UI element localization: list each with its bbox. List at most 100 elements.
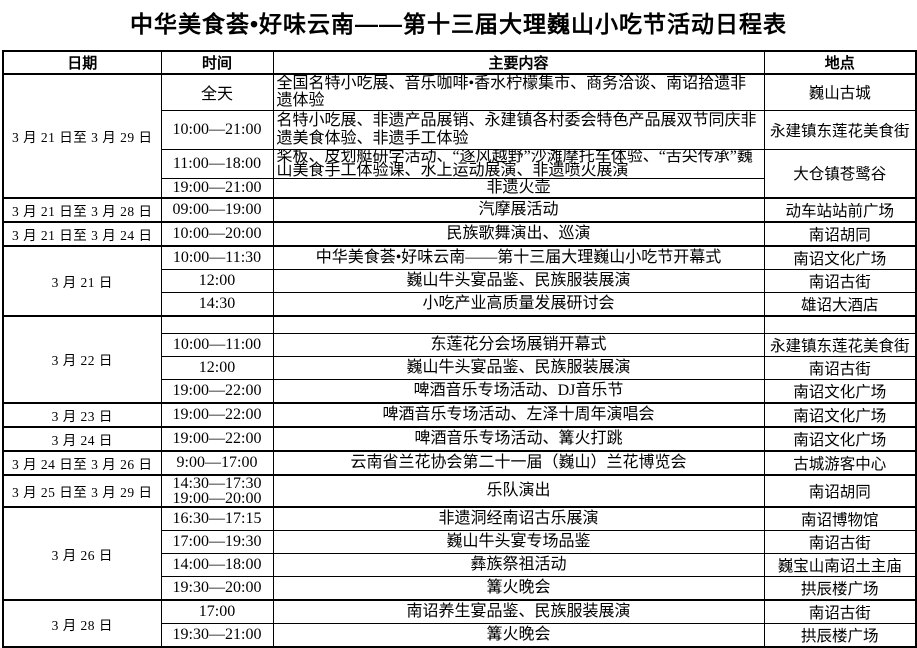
schedule-row: 3 月 26 日 16:30—17:15 非遗洞经南诏古乐展演 南诏博物馆 [2,506,917,601]
time-cell: 10:00—11:00 [160,333,274,358]
content-cell: 巍山牛头宴专场品鉴 [272,530,765,555]
schedule-row: 3 月 23 日 19:00—22:00 啤酒音乐专场活动、左泽十周年演唱会 南… [2,402,917,428]
location-cell: 南诏古街 [763,530,917,555]
time-cell: 12:00 [160,268,274,293]
time-cell: 19:00—22:00 [160,426,274,452]
time-cell: 12:00 [160,356,274,381]
time-cell: 10:00—21:00 [160,109,274,150]
location-cell: 巍宝山南诏土主庙 [763,553,917,578]
col-header-content: 主要内容 [272,50,765,75]
schedule-row: 12:00 巍山牛头宴品鉴、民族服装展演 南诏古街 [3,356,917,381]
time-cell: 16:30—17:15 [160,506,274,532]
location-cell: 雄诏大酒店 [763,291,917,317]
content-cell: 篝火晚会 [272,576,765,601]
location-cell: 南诏古街 [763,599,917,625]
time-cell: 9:00—17:00 [160,450,274,476]
location-cell: 南诏胡同 [763,474,917,508]
content-cell: 啤酒音乐专场活动、左泽十周年演唱会 [272,402,765,428]
location-cell: 永建镇东莲花美食街 [763,109,917,150]
content-cell: 民族歌舞演出、巡演 [272,220,765,247]
time-range-1: 14:30—17:30 [172,475,262,493]
time-cell: 19:00—22:00 [160,379,274,404]
content-cell: 全国名特小吃展、音乐咖啡•香水柠檬集市、商务洽谈、南诏拾遗非遗体验 [272,72,765,111]
header-row: 日期 时间 主要内容 地点 [2,50,917,75]
location-cell: 南诏博物馆 [763,506,917,532]
time-cell: 10:00—20:00 [160,220,274,247]
content-cell: 啤酒音乐专场活动、DJ音乐节 [272,379,765,404]
location-cell: 南诏文化广场 [763,244,917,270]
schedule-row: 10:00—21:00 名特小吃展、非遗产品展销、永建镇各村委会特色产品展双节同… [3,109,917,150]
schedule-row: 3 月 21 日至 3 月 24 日 10:00—20:00 民族歌舞演出、巡演… [2,220,917,247]
content-cell: 桨板、皮划艇研学活动、“逐风越野”沙滩摩托车体验、“舌尖传承”巍山美食手工体验课… [272,148,765,179]
location-cell: 拱辰楼广场 [763,576,917,601]
content-cell: 汽摩展活动 [272,196,765,223]
date-cell: 3 月 21 日至 3 月 28 日 [2,196,162,223]
schedule-row: 3 月 28 日 17:00 南诏养生宴品鉴、民族服装展演 南诏古街 [2,599,917,648]
location-cell: 大仓镇苍鹭谷 [763,148,917,199]
location-cell [763,314,917,335]
date-cell: 3 月 26 日 [2,506,162,601]
content-cell: 巍山牛头宴品鉴、民族服装展演 [272,356,765,381]
content-cell: 巍山牛头宴品鉴、民族服装展演 [272,268,765,293]
location-cell: 南诏文化广场 [763,379,917,404]
date-cell: 3 月 21 日 [2,244,162,317]
page-title: 中华美食荟•好味云南——第十三届大理巍山小吃节活动日程表 [129,11,788,37]
col-header-location: 地点 [763,50,917,75]
time-cell: 10:00—11:30 [160,244,274,270]
location-cell: 拱辰楼广场 [763,623,917,648]
schedule-row: 3 月 25 日至 3 月 29 日 14:30—17:30 19:00—20:… [2,474,917,508]
location-cell: 南诏古街 [763,356,917,381]
time-range-2: 19:00—20:00 [172,490,262,508]
content-cell: 篝火晚会 [272,623,765,648]
schedule-row: 12:00 巍山牛头宴品鉴、民族服装展演 南诏古街 [3,268,917,293]
content-cell: 名特小吃展、非遗产品展销、永建镇各村委会特色产品展双节同庆非遗美食体验、非遗手工… [272,109,765,150]
time-cell: 14:30—17:30 19:00—20:00 [160,474,274,508]
date-cell: 3 月 24 日至 3 月 26 日 [2,450,162,476]
schedule-row: 10:00—11:00 东莲花分会场展销开幕式 永建镇东莲花美食街 [3,333,917,358]
location-cell: 古城游客中心 [763,450,917,476]
location-cell: 南诏文化广场 [763,402,917,428]
date-cell: 3 月 28 日 [2,599,162,648]
time-cell: 09:00—19:00 [160,196,274,223]
schedule-row: 3 月 21 日 10:00—11:30 中华美食荟•好味云南——第十三届大理巍… [2,244,917,317]
schedule-row: 3 月 21 日至 3 月 29 日 全天 全国名特小吃展、音乐咖啡•香水柠檬集… [2,72,917,199]
date-cell: 3 月 23 日 [2,402,162,428]
content-cell: 云南省兰花协会第二十一届（巍山）兰花博览会 [272,450,765,476]
time-cell: 19:30—20:00 [160,576,274,601]
content-cell: 小吃产业高质量发展研讨会 [272,291,765,317]
date-cell: 3 月 24 日 [2,426,162,452]
time-cell: 19:30—21:00 [160,623,274,648]
content-cell [272,314,765,335]
location-cell: 南诏文化广场 [763,426,917,452]
time-cell: 19:00—21:00 [160,177,274,199]
schedule-row: 3 月 24 日至 3 月 26 日 9:00—17:00 云南省兰花协会第二十… [2,450,917,476]
col-header-date: 日期 [2,50,162,75]
time-cell [160,314,274,335]
time-cell: 17:00—19:30 [160,530,274,555]
time-cell: 全天 [160,72,274,111]
schedule-row: 3 月 21 日至 3 月 28 日 09:00—19:00 汽摩展活动 动车站… [2,196,917,223]
content-cell: 非遗洞经南诏古乐展演 [272,506,765,532]
schedule-row: 11:00—18:00 桨板、皮划艇研学活动、“逐风越野”沙滩摩托车体验、“舌尖… [3,148,917,199]
schedule-table: 日期 时间 主要内容 地点 3 月 21 日至 3 月 29 日 全天 全国名特… [2,50,917,648]
content-cell: 非遗火壶 [272,177,765,199]
time-cell: 19:00—22:00 [160,402,274,428]
location-cell: 动车站站前广场 [763,196,917,223]
time-cell: 14:30 [160,291,274,317]
content-cell: 彝族祭祖活动 [272,553,765,578]
schedule-row: 14:30 小吃产业高质量发展研讨会 雄诏大酒店 [3,291,917,317]
date-cell: 3 月 25 日至 3 月 29 日 [2,474,162,508]
content-cell: 啤酒音乐专场活动、篝火打跳 [272,426,765,452]
location-cell: 永建镇东莲花美食街 [763,333,917,358]
date-cell: 3 月 21 日至 3 月 29 日 [2,73,162,199]
time-cell: 11:00—18:00 [160,148,274,179]
date-cell: 3 月 21 日至 3 月 24 日 [2,220,162,247]
schedule-row: 19:00—22:00 啤酒音乐专场活动、DJ音乐节 南诏文化广场 [3,379,917,404]
location-cell: 巍山古城 [763,72,917,111]
schedule-row: 3 月 22 日 [2,314,917,404]
content-cell: 东莲花分会场展销开幕式 [272,333,765,358]
content-cell: 中华美食荟•好味云南——第十三届大理巍山小吃节开幕式 [272,244,765,270]
content-cell: 南诏养生宴品鉴、民族服装展演 [272,599,765,625]
content-cell: 乐队演出 [272,474,765,508]
location-cell: 南诏胡同 [763,220,917,247]
